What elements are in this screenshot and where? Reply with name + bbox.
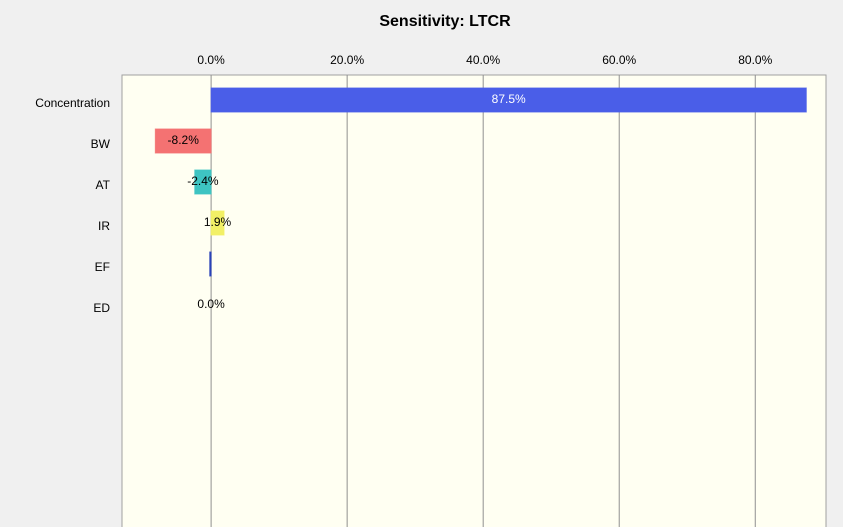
x-tick-label: 60.0% [602, 53, 636, 67]
category-label: IR [98, 219, 110, 233]
x-tick-label: 0.0% [197, 53, 225, 67]
value-label: 0.0% [197, 297, 225, 311]
chart-title: Sensitivity: LTCR [379, 13, 511, 30]
category-label: BW [91, 137, 111, 151]
bar [154, 128, 212, 154]
bar [209, 251, 212, 277]
plot-area [121, 74, 827, 527]
bar [210, 87, 807, 113]
category-label: AT [96, 178, 111, 192]
x-tick-label: 80.0% [738, 53, 772, 67]
bar [194, 169, 212, 195]
value-label: -2.4% [187, 174, 219, 188]
category-label: Concentration [35, 96, 110, 110]
value-label: -8.2% [168, 133, 200, 147]
category-label: ED [93, 301, 110, 315]
bar [210, 210, 225, 236]
value-label: 87.5% [492, 92, 526, 106]
category-label: EF [95, 260, 110, 274]
value-label: 1.9% [204, 215, 232, 229]
x-tick-label: 20.0% [330, 53, 364, 67]
x-tick-label: 40.0% [466, 53, 500, 67]
